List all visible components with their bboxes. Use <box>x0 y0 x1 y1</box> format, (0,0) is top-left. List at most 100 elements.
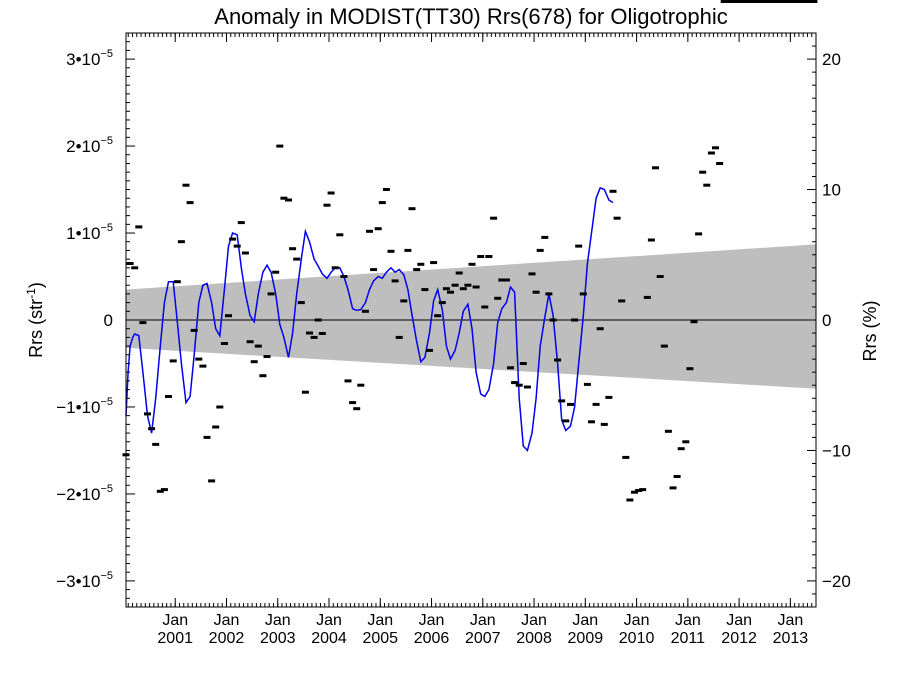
data-point <box>490 216 498 220</box>
data-point <box>336 233 344 237</box>
data-point <box>583 382 591 386</box>
data-point <box>605 395 613 399</box>
data-point <box>801 0 809 3</box>
y-right-tick-label: −10 <box>822 441 851 460</box>
data-point <box>592 402 600 406</box>
data-point <box>759 0 767 3</box>
x-tick-label-month: Jan <box>675 612 701 629</box>
data-point <box>327 191 335 195</box>
data-point <box>374 227 382 231</box>
x-tick-label-month: Jan <box>624 612 650 629</box>
data-point <box>280 196 288 200</box>
data-point <box>695 232 703 236</box>
data-point <box>643 295 651 299</box>
data-point <box>126 262 134 265</box>
x-tick-label-month: Jan <box>265 612 291 629</box>
data-point <box>186 201 194 205</box>
data-point <box>400 299 408 303</box>
x-tick-label-month: Jan <box>521 612 547 629</box>
data-point <box>310 335 318 339</box>
data-point <box>459 287 467 291</box>
data-point <box>340 275 348 278</box>
data-point <box>575 244 583 248</box>
x-tick-label-month: Jan <box>470 612 496 629</box>
data-point <box>519 362 527 365</box>
y-left-tick-label: −2•10−5 <box>56 483 113 504</box>
data-point <box>776 0 784 3</box>
data-point <box>263 355 271 358</box>
data-point <box>613 216 621 220</box>
x-tick-label-year: 2004 <box>311 630 347 647</box>
x-tick-label-month: Jan <box>367 612 393 629</box>
y-right-tick-label: 10 <box>822 181 841 200</box>
data-point <box>387 249 395 253</box>
data-point <box>131 266 139 270</box>
y-right-tick-label: −20 <box>822 572 851 591</box>
data-point <box>169 359 177 363</box>
data-point <box>788 0 796 3</box>
data-point <box>344 379 352 383</box>
data-point <box>241 251 249 255</box>
data-point <box>502 278 510 282</box>
x-tick-label-year: 2007 <box>465 630 501 647</box>
data-point <box>148 427 156 431</box>
data-point <box>477 255 485 258</box>
data-point <box>254 344 262 348</box>
data-point <box>720 0 728 3</box>
y-left-tick-label: 0 <box>104 311 113 330</box>
data-point <box>225 314 232 318</box>
x-tick-label-month: Jan <box>572 612 598 629</box>
data-point <box>660 344 668 348</box>
data-point <box>378 201 386 205</box>
data-point <box>703 183 711 187</box>
data-point <box>716 162 724 165</box>
data-point <box>754 0 762 3</box>
data-point <box>536 248 544 252</box>
data-point <box>699 170 707 174</box>
x-tick-label-year: 2012 <box>721 630 757 647</box>
x-tick-label-year: 2010 <box>619 630 655 647</box>
data-point <box>165 395 172 398</box>
data-point <box>545 292 553 296</box>
data-point <box>447 290 454 294</box>
data-point <box>139 321 147 325</box>
data-point <box>250 360 258 364</box>
data-point <box>797 0 805 3</box>
data-point <box>361 309 369 313</box>
data-point <box>314 318 322 322</box>
data-point <box>554 358 562 362</box>
data-point <box>173 280 181 284</box>
data-point <box>421 288 429 292</box>
y-left-tick-label: 3•10−5 <box>66 48 113 69</box>
data-point <box>208 479 216 483</box>
data-point <box>267 292 275 296</box>
data-point <box>549 318 557 322</box>
data-point <box>498 278 506 282</box>
data-point <box>541 235 549 239</box>
x-tick-label-month: Jan <box>726 612 752 629</box>
x-tick-label-year: 2013 <box>773 630 809 647</box>
data-point <box>370 268 378 272</box>
data-point <box>631 490 638 494</box>
y-right-tick-label: 20 <box>822 50 841 69</box>
data-point <box>318 332 326 335</box>
data-point <box>588 420 595 424</box>
data-point <box>442 287 450 291</box>
data-point <box>515 383 523 387</box>
data-point <box>682 440 690 444</box>
x-tick-label-year: 2005 <box>362 630 398 647</box>
data-point <box>609 189 617 193</box>
x-tick-label-month: Jan <box>419 612 445 629</box>
data-point <box>220 342 228 345</box>
data-point <box>438 301 446 305</box>
data-points-layer <box>122 0 818 502</box>
data-point <box>494 296 502 300</box>
x-axis: Jan2001Jan2002Jan2003Jan2004Jan2005Jan20… <box>157 33 808 647</box>
data-point <box>618 299 626 303</box>
data-point <box>741 0 749 3</box>
data-point <box>673 475 681 478</box>
data-point <box>635 489 643 492</box>
y-axis-left: 3•10−5 2•10−5 1•10−5 0 −1•10−5 −2•10−5 −3•10−5 <box>56 48 135 591</box>
data-point <box>669 486 677 490</box>
data-point <box>434 314 442 318</box>
